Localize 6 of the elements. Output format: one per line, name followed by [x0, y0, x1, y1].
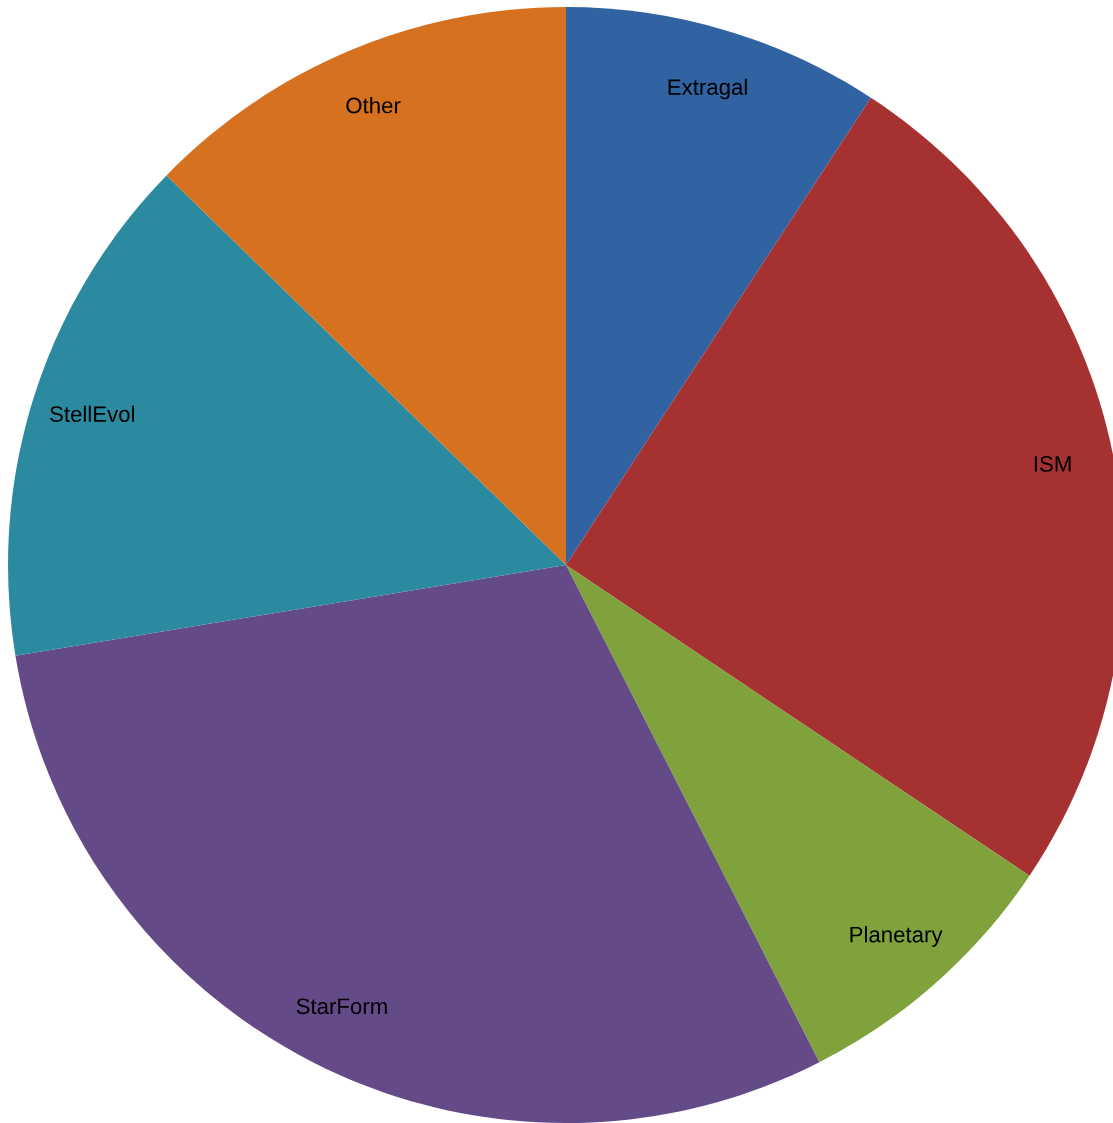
slice-label: ISM: [1034, 456, 1071, 472]
slice-label: StellEvol: [50, 405, 134, 422]
slice-label: StarForm: [296, 998, 387, 1015]
slice-label: Extragal: [668, 78, 747, 100]
slice-label: Other: [346, 97, 401, 114]
slice-label: Planetary: [850, 926, 943, 947]
